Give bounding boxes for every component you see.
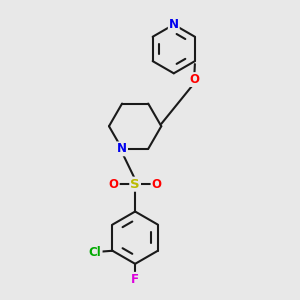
- Text: O: O: [109, 178, 119, 191]
- Text: N: N: [117, 142, 127, 155]
- Text: F: F: [131, 273, 139, 286]
- Text: Cl: Cl: [89, 246, 102, 259]
- Text: O: O: [189, 73, 199, 86]
- Text: S: S: [130, 178, 140, 191]
- Text: N: N: [169, 18, 179, 31]
- Text: O: O: [152, 178, 161, 191]
